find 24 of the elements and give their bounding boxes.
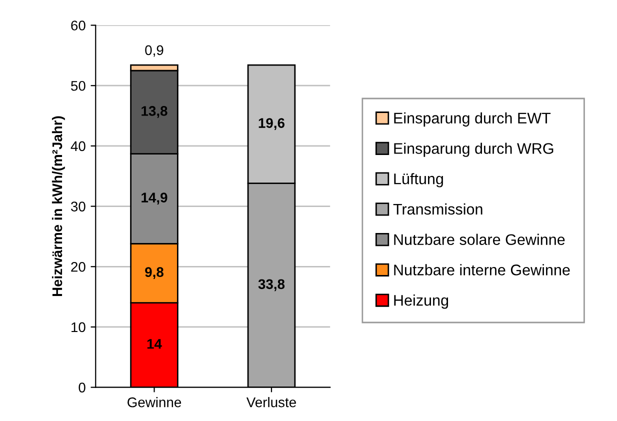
data-label: 9,8	[145, 267, 164, 280]
data-label: 33,8	[258, 279, 285, 292]
y-tick-label: 60	[71, 20, 86, 30]
data-label: 14,9	[142, 192, 168, 204]
y-tick-label: 30	[70, 202, 86, 212]
y-tick-label: 0	[78, 382, 86, 392]
y-tick-label: 10	[72, 322, 86, 332]
y-axis-title: Heizwärme in kWh/(m²Jahr)	[52, 116, 65, 296]
x-tick-label: Verluste	[246, 397, 296, 408]
x-tick-label: Gewinne	[128, 397, 182, 408]
data-label: 19,6	[258, 118, 284, 130]
legend-label: Nutzbare solare Gewinne	[394, 234, 565, 246]
data-label: 0,9	[145, 45, 164, 57]
legend-label: Lüftung	[394, 173, 443, 188]
legend-label: Nutzbare interne Gewinne	[394, 264, 570, 276]
y-tick-label: 40	[70, 141, 86, 152]
data-label: 13,8	[142, 106, 168, 118]
y-tick-label: 50	[71, 80, 86, 91]
legend-label: Einsparung durch EWT	[394, 112, 551, 127]
legend-label: Einsparung durch WRG	[394, 142, 554, 157]
legend-label: Transmission	[393, 203, 482, 215]
data-label: 14	[147, 339, 162, 349]
y-tick-label: 20	[71, 262, 86, 272]
legend-label: Heizung	[394, 294, 448, 309]
